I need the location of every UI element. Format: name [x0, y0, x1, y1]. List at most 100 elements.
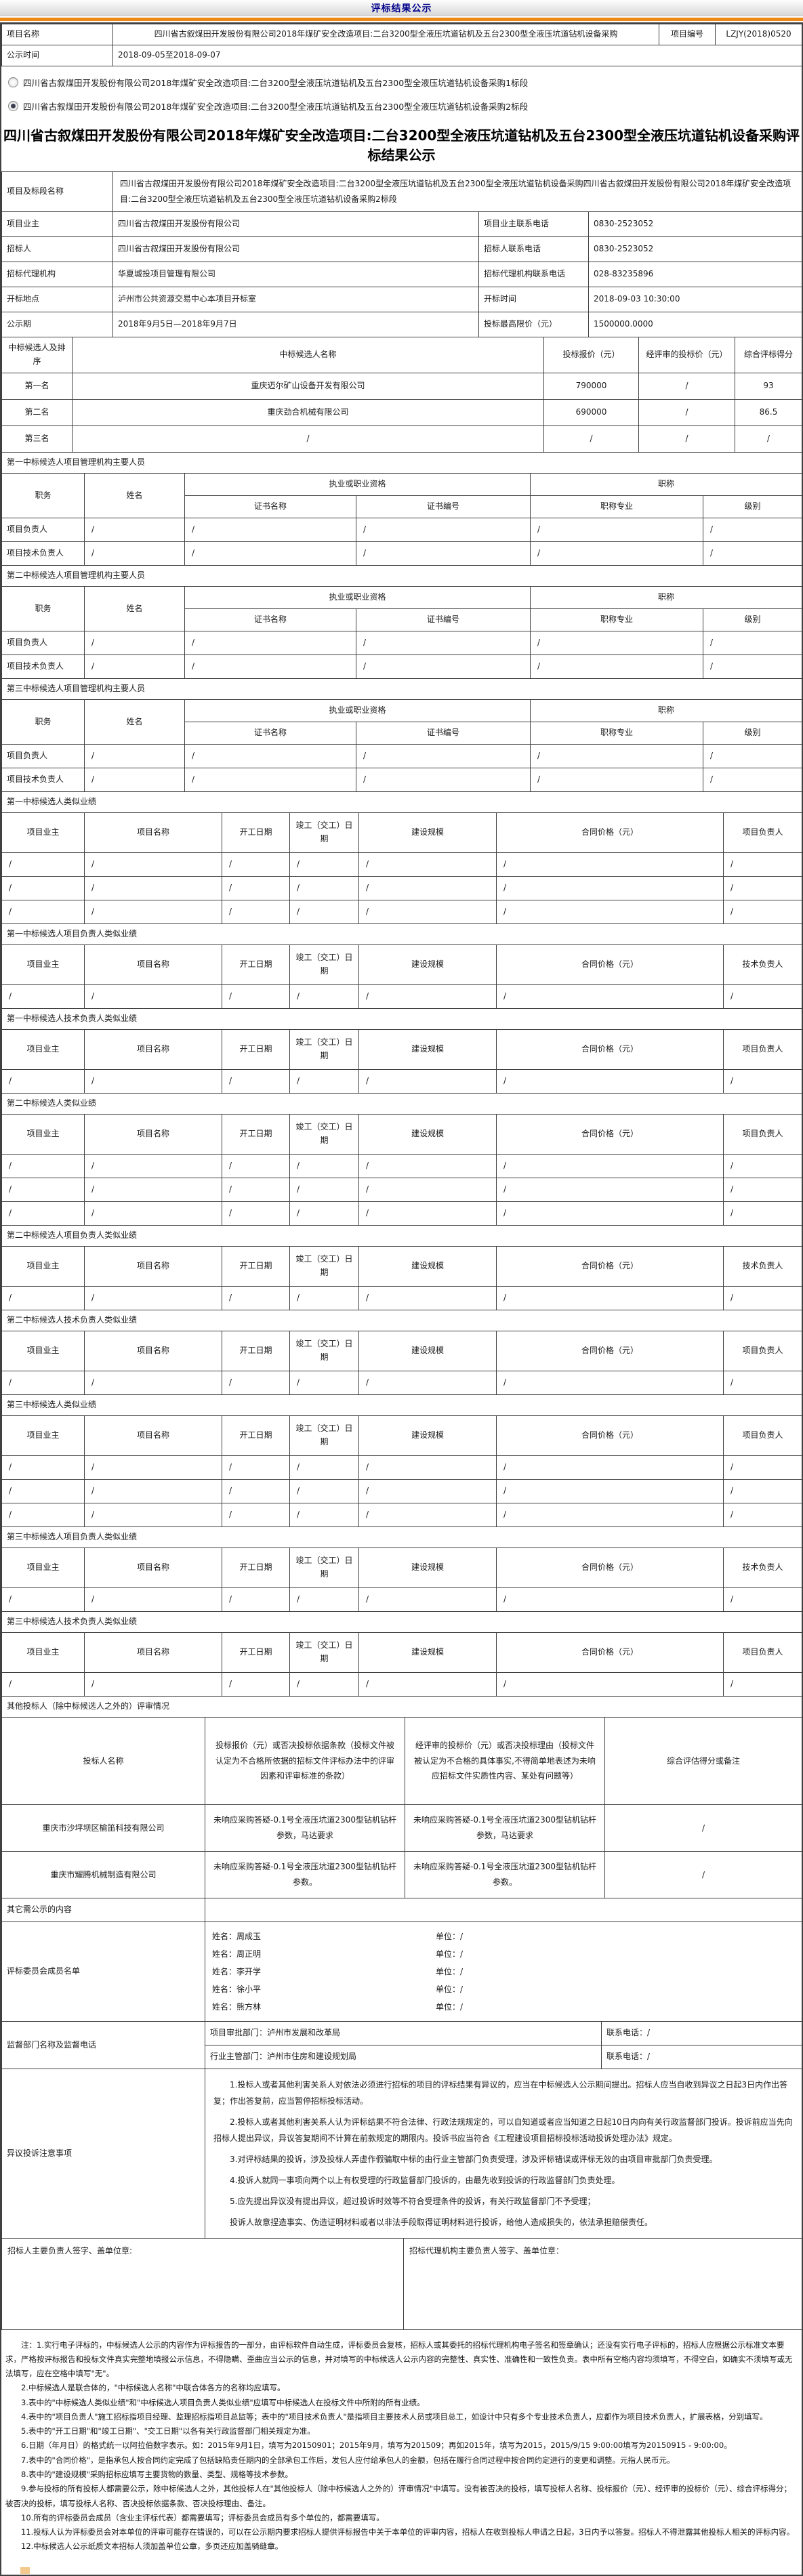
finish-date-cell: /	[289, 1478, 359, 1503]
radio-icon[interactable]	[8, 77, 18, 87]
document-body: 项目名称 四川省古叙煤田开发股份有限公司2018年煤矿安全改造项目:二台3200…	[0, 22, 803, 2576]
owner-cell: /	[1, 1502, 85, 1527]
section-title: 第一中标候选人项目负责人类似业绩	[1, 923, 803, 945]
finish-date-cell: /	[289, 984, 359, 1009]
role-cell: 项目技术负责人	[1, 541, 85, 566]
project-header: 项目名称	[84, 1415, 222, 1456]
other-bidders-header-row: 投标人名称 投标报价（元）或否决投标依据条款（投标文件被认定为不合格所依据的招标…	[1, 1716, 803, 1805]
start-date-cell: /	[222, 852, 290, 877]
leader-cell: /	[722, 852, 803, 877]
performance-table: 第二中标候选人类似业绩 项目业主 项目名称 开工日期 竣工（交工）日期 建设规模…	[1, 1092, 803, 1226]
member-name: 姓名：熊方林	[212, 1998, 436, 2016]
performance-table: 第二中标候选人技术负责人类似业绩 项目业主 项目名称 开工日期 竣工（交工）日期…	[1, 1309, 803, 1395]
rejection-clause-cell: 未响应采购答疑-0.1号全液压坑道2300型钻机钻杆参数，马达要求	[205, 1804, 405, 1852]
note-paragraph: 12.中标候选人公示纸质文本招标人须加盖单位公章，多页还应加盖骑缝章。	[21, 2541, 283, 2552]
cert-no-cell: /	[356, 541, 531, 566]
start-date-cell: /	[222, 1671, 290, 1697]
project-cell: /	[84, 1587, 222, 1612]
performance-row: / / / / / / /	[1, 899, 803, 924]
bidder-name-cell: 重庆市沙坪坝区榆笛科技有限公司	[1, 1804, 205, 1852]
contract-price-cell: /	[496, 875, 724, 900]
candidate-name-cell: 重庆迈尔矿山设备开发有限公司	[72, 372, 544, 400]
objection-paragraph: 投诉人故意捏造事实、伪造证明材料或者以非法手段取得证明材料进行投诉，给他人造成损…	[230, 2217, 653, 2227]
lot-name-row: 项目及标段名称 四川省古叙煤田开发股份有限公司2018年煤矿安全改造项目:二台3…	[1, 171, 803, 212]
personnel-table: 第三中标候选人项目管理机构主要人员 职务 姓名 执业或职业资格 职称 证书名称 …	[1, 678, 803, 792]
scale-cell: /	[358, 1671, 497, 1697]
publicity-time-row: 公示时间 2018-09-05至2018-09-07	[1, 45, 802, 66]
member-name-text: 熊方林	[236, 2001, 262, 2012]
title-group-header: 职称	[529, 472, 803, 496]
section-title-row: 第一中标候选人类似业绩	[1, 791, 803, 813]
scale-header: 建设规模	[358, 812, 497, 853]
info-value: 四川省古叙煤田开发股份有限公司	[112, 211, 479, 237]
member-name-text: 周成玉	[236, 1931, 262, 1941]
project-cell: /	[84, 1671, 222, 1697]
project-cell: /	[84, 852, 222, 877]
name-cell: /	[84, 767, 185, 792]
performance-row: / / / / / / /	[1, 875, 803, 900]
info-label-2: 招标人联系电话	[478, 236, 589, 262]
info-value-2: 0830-2523052	[588, 211, 803, 237]
leader-cell: /	[722, 1478, 803, 1503]
footer-info-table: 其它需公示的内容 评标委员会成员名单 姓名：周成玉 单位：/ 姓名：周正明 单位…	[1, 1897, 802, 2239]
lot-option-label: 四川省古叙煤田开发股份有限公司2018年煤矿安全改造项目:二台3200型全液压坑…	[23, 102, 529, 112]
lot-option[interactable]: 四川省古叙煤田开发股份有限公司2018年煤矿安全改造项目:二台3200型全液压坑…	[1, 70, 802, 94]
section-title-row: 第一中标候选人技术负责人类似业绩	[1, 1007, 803, 1030]
cert-no-cell: /	[356, 767, 531, 792]
owner-cell: /	[1, 1478, 85, 1503]
finish-date-cell: /	[289, 1587, 359, 1612]
personnel-header-row-1: 职务 姓名 执业或职业资格 职称	[1, 585, 803, 631]
leader-header: 项目负责人	[722, 1415, 803, 1456]
contract-price-header: 合同价格（元）	[496, 1547, 724, 1588]
finish-date-cell: /	[289, 1671, 359, 1697]
scale-header: 建设规模	[358, 1415, 497, 1456]
section-title: 第二中标候选人项目负责人类似业绩	[1, 1224, 803, 1247]
info-label-2: 项目业主联系电话	[478, 211, 589, 237]
member-name: 姓名：李开学	[212, 1963, 436, 1980]
member-unit-text: /	[460, 2001, 464, 2012]
objection-paragraph: 4.投诉人就同一事项向两个以上有权受理的行政监督部门投诉的，由最先收到投诉的行政…	[230, 2175, 620, 2185]
qualification-group-header: 执业或职业资格	[184, 699, 531, 722]
signature-table: 招标人主要负责人签字、盖单位章: 招标代理机构主要负责人签字、盖单位章：	[1, 2237, 802, 2330]
scale-cell: /	[358, 1068, 497, 1094]
objection-paragraph: 1.投标人或者其他利害关系人对依法必须进行招标的项目的评标结果有异议的，应当在中…	[213, 2079, 788, 2106]
scale-cell: /	[358, 1455, 497, 1480]
note-paragraph: 9.参与投标的所有投标人都需要公示，除中标候选人之外，其他投标人在"其他投标人（…	[5, 2484, 792, 2508]
unit-prefix: 单位：	[436, 1984, 461, 1994]
cert-no-header: 证书编号	[356, 608, 531, 631]
contract-price-cell: /	[496, 1285, 724, 1310]
other-bidders-table: 其他投标人（除中标候选人之外的）评审情况 投标人名称 投标报价（元）或否决投标依…	[1, 1695, 803, 1898]
section-title-row: 第三中标候选人项目负责人类似业绩	[1, 1526, 803, 1548]
committee-members: 姓名：周成玉 单位：/ 姓名：周正明 单位：/ 姓名：李开学 单位：/	[205, 1921, 802, 2022]
section-title-row: 第二中标候选人类似业绩	[1, 1092, 803, 1115]
owner-cell: /	[1, 1177, 85, 1202]
scale-cell: /	[358, 1285, 497, 1310]
note-paragraph: 11.投标人认为评标委员会对本单位的评审可能存在错误的，可以在公示期内要求招标人…	[21, 2527, 795, 2537]
project-info-table: 项目及标段名称 四川省古叙煤田开发股份有限公司2018年煤矿安全改造项目:二台3…	[1, 171, 803, 337]
cert-name-cell: /	[184, 541, 356, 566]
role-header: 职务	[1, 585, 85, 631]
approval-dept-cell: 项目审批部门：泸州市发展和改革局	[205, 2020, 602, 2045]
lot-option[interactable]: 四川省古叙煤田开发股份有限公司2018年煤矿安全改造项目:二台3200型全液压坑…	[1, 94, 802, 118]
role-cell: 项目负责人	[1, 630, 85, 655]
scale-cell: /	[358, 1587, 497, 1612]
section-title: 第一中标候选人项目管理机构主要人员	[1, 451, 803, 474]
member-name: 姓名：周成玉	[212, 1928, 436, 1945]
score-cell: /	[735, 425, 802, 453]
title-major-cell: /	[530, 517, 703, 542]
supervision-row-1: 监督部门名称及监督电话 项目审批部门：泸州市发展和改革局 联系电话：/	[1, 2020, 802, 2069]
personnel-header-row-2: 证书名称 证书编号 职称专业 级别	[2, 721, 803, 745]
start-date-header: 开工日期	[222, 1113, 290, 1155]
radio-icon[interactable]	[8, 101, 18, 111]
radio-dot	[11, 104, 16, 108]
committee-member-line: 姓名：周正明 单位：/	[212, 1945, 795, 1963]
agency-signature-cell: 招标代理机构主要负责人签字、盖单位章：	[403, 2237, 802, 2330]
cert-name-header: 证书名称	[184, 608, 356, 631]
rank-cell: 第三名	[1, 425, 73, 453]
performance-row: / / / / / / /	[1, 984, 803, 1009]
objection-label: 异议投诉注意事项	[1, 2068, 205, 2239]
start-date-cell: /	[222, 984, 290, 1009]
finish-date-cell: /	[289, 1177, 359, 1202]
performance-header-row: 项目业主 项目名称 开工日期 竣工（交工）日期 建设规模 合同价格（元） 技术负…	[1, 1245, 803, 1287]
owner-cell: /	[1, 1285, 85, 1310]
